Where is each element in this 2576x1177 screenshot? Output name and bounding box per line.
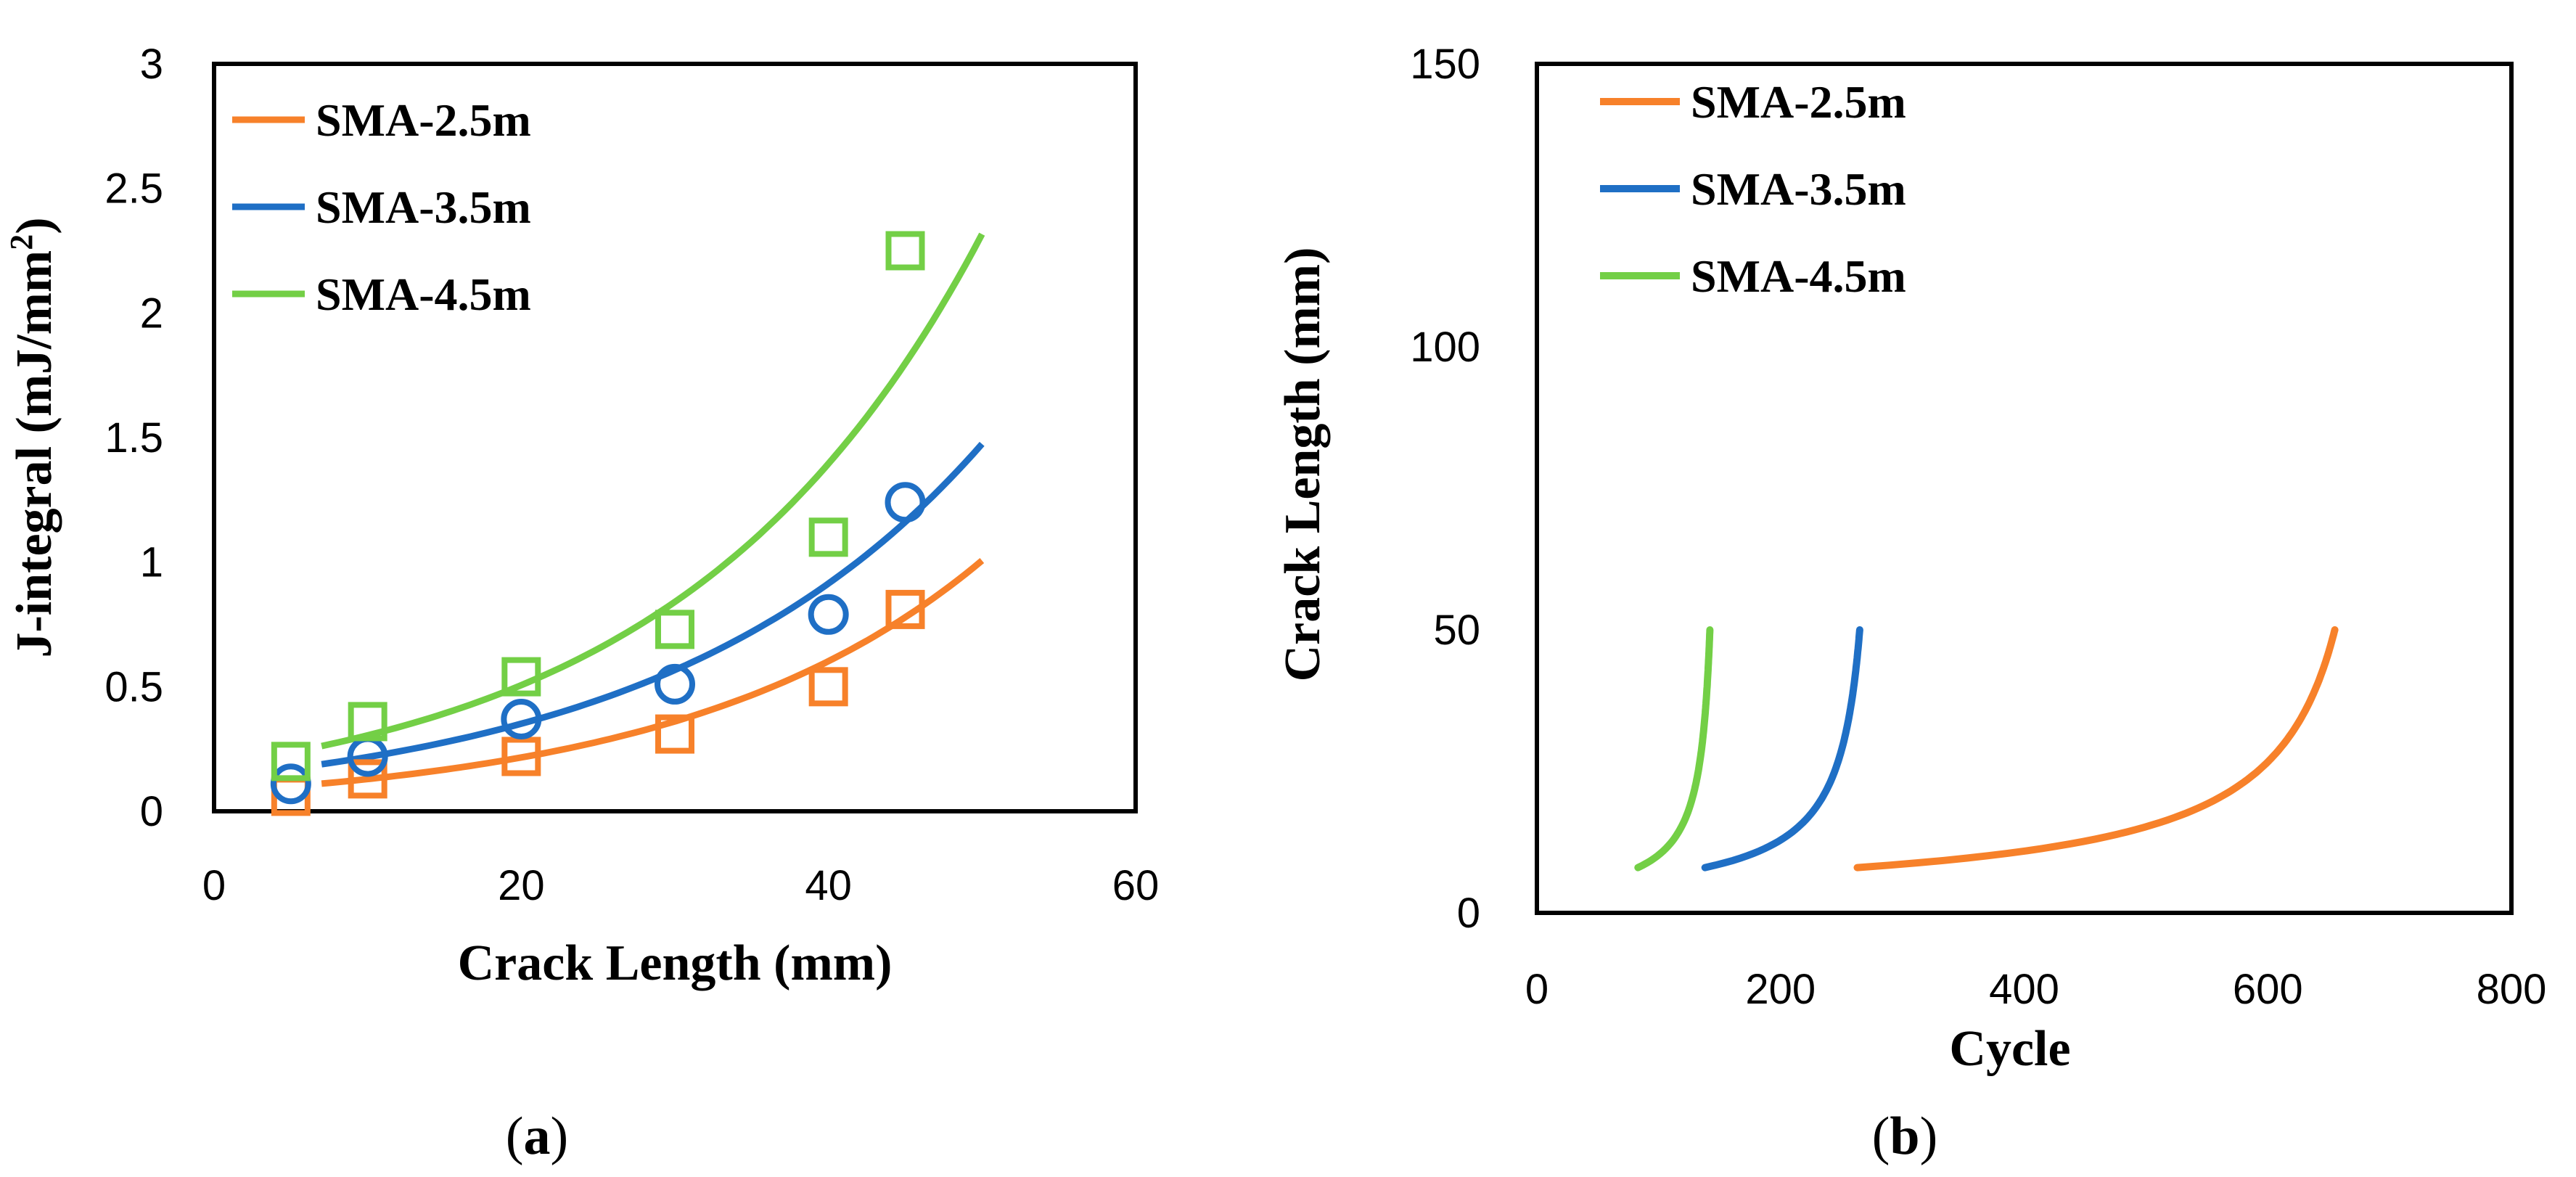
chart-a-legend-label: SMA-4.5m [316, 268, 531, 320]
chart-a-y-tick-label: 2 [140, 290, 163, 337]
chart-a-fit-lines [321, 232, 985, 787]
chart-b-caption: (b) [1872, 1107, 1937, 1166]
chart-a-point [885, 589, 925, 629]
chart-a-x-tick-labels: 0 20 40 60 [202, 862, 1159, 909]
chart-a-point [501, 737, 541, 776]
chart-b-y-tick-label: 150 [1410, 41, 1480, 88]
chart-a-point [655, 663, 695, 705]
chart-a-point [885, 231, 925, 271]
chart-b-x-tick-label: 200 [1745, 966, 1816, 1013]
chart-a-y-tick-label: 3 [140, 41, 163, 88]
chart-b-curve-sma-4.5m [1634, 626, 1714, 872]
chart-a-point [501, 698, 542, 739]
chart-b-y-tick-label: 0 [1457, 890, 1480, 937]
chart-b-y-tick-label: 50 [1433, 607, 1480, 654]
chart-a-point [271, 742, 311, 782]
chart-b-y-axis-label: Crack Length (mm) [1275, 247, 1331, 682]
chart-b-x-tick-label: 600 [2233, 966, 2303, 1013]
chart-a-legend: SMA-2.5m SMA-3.5m SMA-4.5m [232, 94, 531, 320]
chart-a-legend-label: SMA-2.5m [316, 94, 531, 146]
chart-a-point [501, 657, 541, 697]
chart-b-y-tick-label: 100 [1410, 324, 1480, 371]
chart-a-point [808, 667, 848, 707]
chart-b: 0 50 100 150 0 200 400 600 800 SMA-2.5m SMA-3.5m… [1275, 41, 2546, 1166]
chart-a-y-tick-labels: 0 0.5 1 1.5 2 2.5 3 [104, 41, 163, 835]
chart-a-x-tick-label: 60 [1112, 862, 1160, 909]
chart-a-point [655, 610, 694, 649]
chart-a-markers [270, 231, 926, 816]
chart-a-fit-line-sma-3.5m [321, 441, 985, 768]
chart-b-legend-label: SMA-4.5m [1691, 250, 1906, 302]
chart-a-point [270, 763, 311, 805]
chart-b-x-axis-label: Cycle [1949, 1021, 2070, 1077]
chart-a-y-tick-label: 1 [140, 539, 163, 586]
chart-b-legend: SMA-2.5m SMA-3.5m SMA-4.5m [1600, 76, 1906, 302]
chart-a-y-tick-label: 0 [140, 788, 163, 835]
chart-a-caption: (a) [506, 1107, 568, 1166]
chart-b-legend-label: SMA-2.5m [1691, 76, 1906, 128]
chart-b-x-tick-label: 400 [1989, 966, 2059, 1013]
chart-a-y-axis-label: J-integral (mJ/mm2) [4, 217, 62, 657]
chart-b-x-tick-label: 800 [2477, 966, 2547, 1013]
chart-a-x-tick-label: 0 [202, 862, 226, 909]
chart-a-fit-line-sma-2.5m [321, 558, 985, 787]
chart-b-curve-sma-2.5m [1853, 626, 2339, 872]
chart-a-y-tick-label: 2.5 [104, 165, 163, 213]
chart-a-point [885, 482, 926, 523]
chart-a-x-axis-label: Crack Length (mm) [458, 935, 893, 991]
chart-b-curve-sma-3.5m [1701, 626, 1863, 872]
chart-b-x-tick-label: 0 [1525, 966, 1549, 1013]
chart-a-point [655, 714, 694, 754]
chart-b-plot-frame [1535, 62, 2514, 915]
chart-b-y-tick-labels: 0 50 100 150 [1410, 41, 1480, 937]
chart-a-y-tick-label: 0.5 [104, 663, 163, 710]
chart-a-point [808, 594, 849, 635]
chart-a: 00.511.522.53 0 20 40 60 SMA-2.5mSMA-3.5mSM… [4, 41, 1159, 1166]
chart-a-point [808, 517, 848, 557]
chart-a-x-tick-label: 40 [805, 862, 852, 909]
chart-a-point [348, 759, 387, 799]
chart-a-point [348, 702, 387, 742]
chart-b-legend-label: SMA-3.5m [1691, 163, 1906, 215]
chart-a-fit-line-sma-4.5m [321, 232, 985, 750]
chart-b-curves [1634, 626, 2339, 872]
chart-a-x-tick-label: 20 [498, 862, 545, 909]
chart-a-plot-frame [212, 62, 1138, 813]
chart-a-y-tick-label: 1.5 [104, 414, 163, 462]
chart-b-x-tick-labels: 0 200 400 600 800 [1525, 966, 2547, 1013]
chart-a-legend-label: SMA-3.5m [316, 181, 531, 233]
